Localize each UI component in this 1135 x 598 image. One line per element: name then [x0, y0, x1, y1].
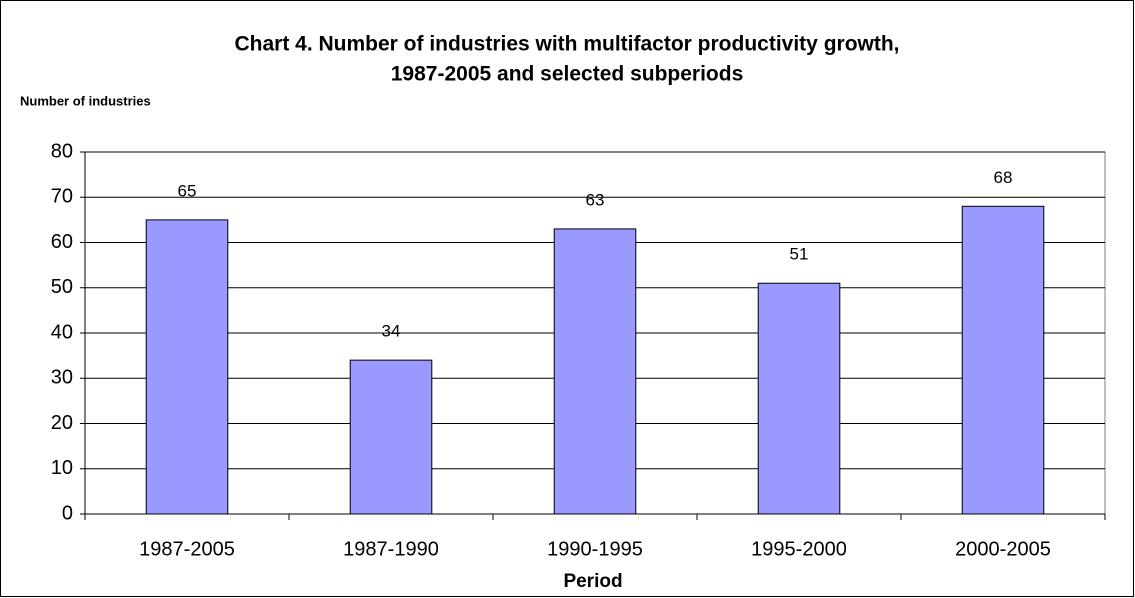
chart-title: 1987-2005 and selected subperiods — [391, 63, 744, 86]
chart-title: Chart 4. Number of industries with multi… — [234, 33, 899, 56]
value-label: 63 — [586, 190, 605, 209]
value-label: 68 — [994, 168, 1013, 187]
x-axis-title: Period — [563, 571, 622, 592]
y-tick-label: 10 — [51, 457, 73, 479]
value-label: 65 — [178, 181, 197, 200]
x-tick-label: 1987-1990 — [343, 538, 439, 560]
y-tick-label: 50 — [51, 276, 73, 298]
y-tick-label: 80 — [51, 140, 73, 162]
y-tick-label: 0 — [62, 502, 73, 524]
x-tick-label: 2000-2005 — [955, 538, 1051, 560]
bar — [757, 282, 841, 515]
bar — [349, 359, 433, 515]
y-tick-label: 60 — [51, 231, 73, 253]
y-tick-label: 30 — [51, 367, 73, 389]
value-label: 51 — [790, 245, 809, 264]
bar — [961, 205, 1045, 515]
x-tick-label: 1990-1995 — [547, 538, 643, 560]
x-tick-label: 1987-2005 — [139, 538, 235, 560]
x-tick-label: 1995-2000 — [751, 538, 847, 560]
bar — [145, 219, 229, 515]
y-tick-label: 40 — [51, 321, 73, 343]
y-tick-label: 70 — [51, 186, 73, 208]
bar — [553, 228, 637, 515]
value-label: 34 — [382, 322, 401, 341]
y-axis-title: Number of industries — [20, 93, 151, 108]
y-tick-label: 20 — [51, 412, 73, 434]
